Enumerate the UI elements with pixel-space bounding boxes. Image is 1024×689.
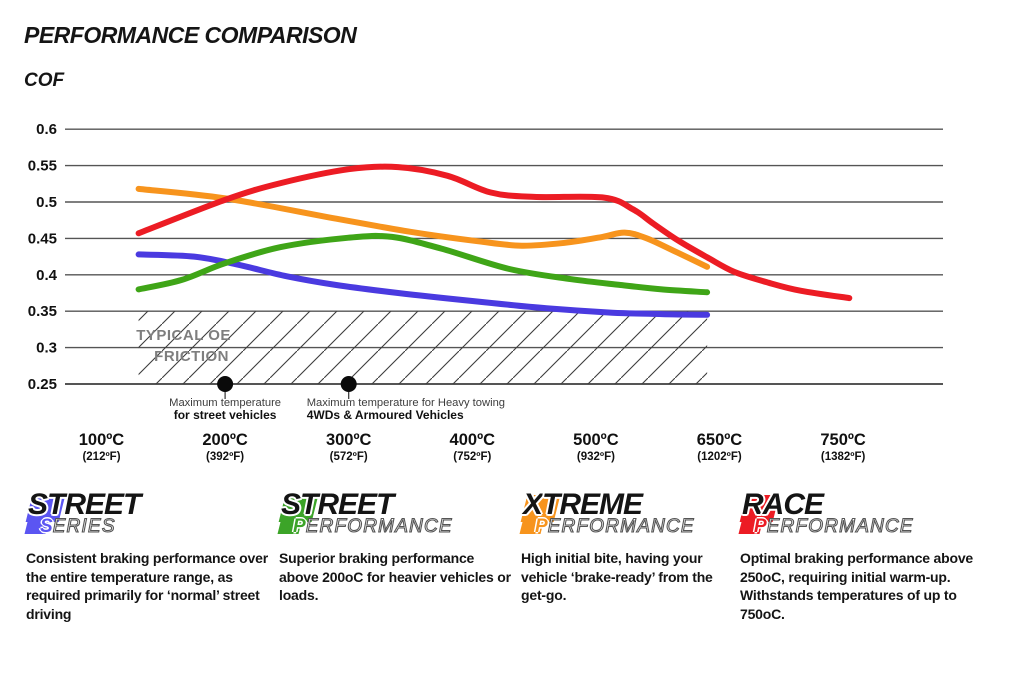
x-tick-label-fahrenheit: (752ºF)	[453, 451, 491, 463]
y-axis-label: 0.6	[36, 121, 57, 138]
legend-item-street-performance: STREET PERFORMANCE Superior braking perf…	[277, 488, 511, 605]
series-xtreme-performance	[135, 185, 711, 270]
x-tick-label-celsius: 500ºC	[573, 431, 619, 449]
street-series-logo: STREET SERIES	[24, 488, 270, 542]
logo-line2: PERFORMANCE	[754, 516, 914, 537]
annotation-text: 4WDs & Armoured Vehicles	[307, 408, 464, 422]
logo-line1: XTREME	[523, 488, 643, 521]
legend-item-race-performance: RACE PERFORMANCE Optimal braking perform…	[738, 488, 978, 623]
legend-description: Superior braking performance above 200oC…	[279, 550, 511, 604]
x-tick-label-fahrenheit: (1202ºF)	[697, 451, 742, 463]
x-tick-label-celsius: 400ºC	[450, 431, 496, 449]
oe-friction-label: FRICTION	[154, 348, 229, 365]
y-axis-label: 0.35	[28, 303, 57, 320]
logo-line2: SERIES	[40, 516, 116, 537]
y-axis-label: 0.5	[36, 194, 57, 211]
legend-description: High initial bite, having your vehicle ‘…	[521, 550, 713, 604]
race-performance-logo: RACE PERFORMANCE	[738, 488, 978, 542]
page-title: PERFORMANCE COMPARISON	[24, 22, 357, 48]
oe-friction-label: TYPICAL OE	[136, 327, 231, 344]
y-axis-label: 0.4	[36, 267, 58, 284]
y-axis-label: 0.45	[28, 230, 57, 247]
x-tick-label-fahrenheit: (1382ºF)	[821, 451, 866, 463]
x-tick-label-celsius: 300ºC	[326, 431, 372, 449]
cof-line-chart: 0.6 0.55 0.5 0.45 0.4 0.35 0.3 0.25 TYPICAL OE FR…	[28, 121, 943, 463]
annotation-text: Maximum temperature	[169, 397, 281, 409]
series-street-performance	[135, 232, 711, 296]
oe-friction-band	[138, 311, 708, 384]
logo-line1: STREET	[28, 488, 141, 521]
legend-item-xtreme-performance: XTREME PERFORMANCE High initial bite, ha…	[519, 488, 719, 605]
y-axis-label: 0.25	[28, 376, 57, 393]
x-tick-label-celsius: 200ºC	[202, 431, 248, 449]
annotation-text: Maximum temperature for Heavy towing	[307, 397, 505, 409]
annotation-text: for street vehicles	[174, 408, 277, 422]
logo-line1: STREET	[281, 488, 394, 521]
x-tick-label-fahrenheit: (212ºF)	[82, 451, 120, 463]
logo-line2: PERFORMANCE	[535, 516, 695, 537]
x-tick-label-celsius: 650ºC	[697, 431, 743, 449]
y-axis-label: 0.55	[28, 158, 57, 175]
y-axis-label: 0.3	[36, 340, 57, 357]
x-tick-label-fahrenheit: (932ºF)	[577, 451, 615, 463]
x-tick-label-fahrenheit: (392ºF)	[206, 451, 244, 463]
series-race-performance	[135, 163, 853, 302]
xtreme-performance-logo: XTREME PERFORMANCE	[519, 488, 719, 542]
annotation-dot	[217, 376, 234, 392]
y-axis-title: COF	[24, 70, 65, 91]
annotation-dot	[340, 376, 357, 392]
street-performance-logo: STREET PERFORMANCE	[277, 488, 511, 542]
legend-description: Consistent braking performance over the …	[26, 550, 268, 622]
logo-line2: PERFORMANCE	[293, 516, 453, 537]
x-tick-label-celsius: 750ºC	[820, 431, 866, 449]
legend-description: Optimal braking performance above 250oC,…	[740, 550, 974, 622]
logo-line1: RACE	[742, 488, 824, 521]
x-tick-label-celsius: 100ºC	[79, 431, 125, 449]
legend-item-street-series: STREET SERIES Consistent braking perform…	[24, 488, 270, 623]
x-tick-label-fahrenheit: (572ºF)	[330, 451, 368, 463]
